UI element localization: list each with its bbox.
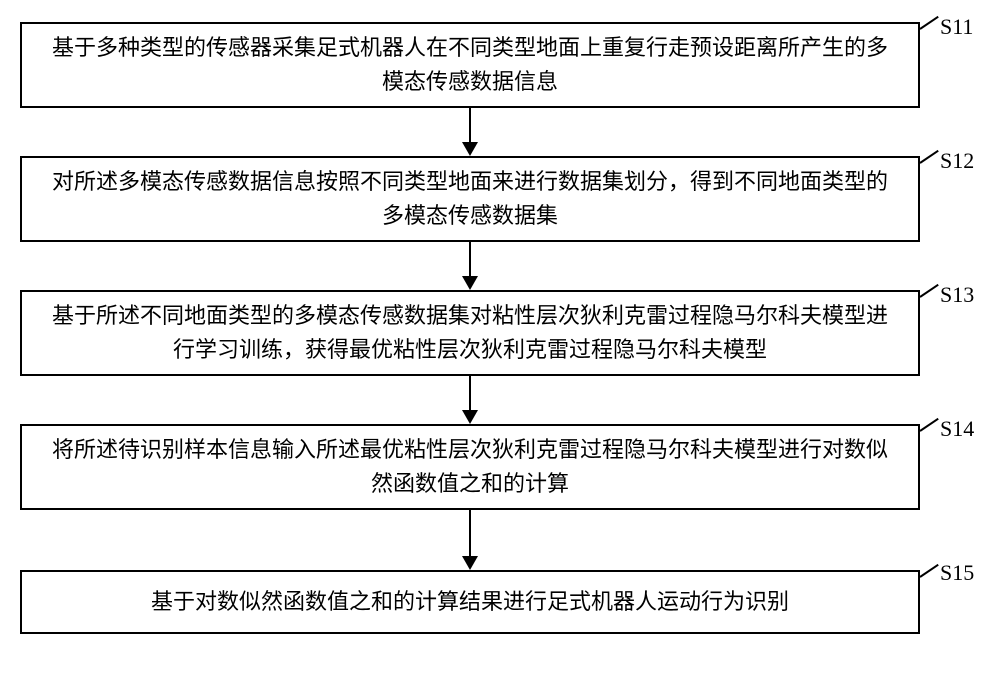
lead-line-s15 xyxy=(919,564,938,578)
step-box-s15: 基于对数似然函数值之和的计算结果进行足式机器人运动行为识别 xyxy=(20,570,920,634)
arrow-head-3 xyxy=(462,410,478,424)
step-text: 对所述多模态传感数据信息按照不同类型地面来进行数据集划分，得到不同地面类型的多模… xyxy=(52,165,888,233)
arrow-line-2 xyxy=(469,242,471,276)
step-text: 基于所述不同地面类型的多模态传感数据集对粘性层次狄利克雷过程隐马尔科夫模型进行学… xyxy=(52,299,888,367)
step-label-s11: S11 xyxy=(940,14,973,40)
step-box-s12: 对所述多模态传感数据信息按照不同类型地面来进行数据集划分，得到不同地面类型的多模… xyxy=(20,156,920,242)
arrow-head-2 xyxy=(462,276,478,290)
arrow-line-1 xyxy=(469,108,471,142)
step-text: 基于多种类型的传感器采集足式机器人在不同类型地面上重复行走预设距离所产生的多模态… xyxy=(52,31,888,99)
step-label-s14: S14 xyxy=(940,416,974,442)
lead-line-s12 xyxy=(919,150,938,164)
step-label-s12: S12 xyxy=(940,148,974,174)
step-label-s15: S15 xyxy=(940,560,974,586)
arrow-line-3 xyxy=(469,376,471,410)
arrow-head-1 xyxy=(462,142,478,156)
step-box-s13: 基于所述不同地面类型的多模态传感数据集对粘性层次狄利克雷过程隐马尔科夫模型进行学… xyxy=(20,290,920,376)
arrow-head-4 xyxy=(462,556,478,570)
step-label-s13: S13 xyxy=(940,282,974,308)
step-text: 基于对数似然函数值之和的计算结果进行足式机器人运动行为识别 xyxy=(151,585,789,619)
step-box-s14: 将所述待识别样本信息输入所述最优粘性层次狄利克雷过程隐马尔科夫模型进行对数似然函… xyxy=(20,424,920,510)
arrow-line-4 xyxy=(469,510,471,556)
lead-line-s13 xyxy=(919,284,938,298)
lead-line-s14 xyxy=(919,418,938,432)
step-box-s11: 基于多种类型的传感器采集足式机器人在不同类型地面上重复行走预设距离所产生的多模态… xyxy=(20,22,920,108)
lead-line-s11 xyxy=(919,16,938,30)
step-text: 将所述待识别样本信息输入所述最优粘性层次狄利克雷过程隐马尔科夫模型进行对数似然函… xyxy=(52,433,888,501)
